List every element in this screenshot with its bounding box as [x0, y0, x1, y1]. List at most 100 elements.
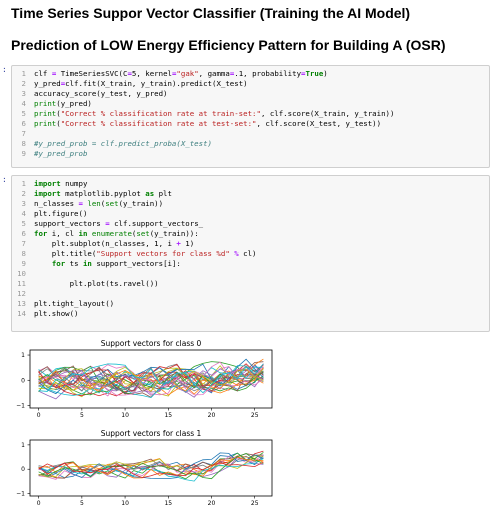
code-line[interactable]: 1 import numpy [12, 179, 88, 189]
code-text[interactable]: print("Correct % classification rate at … [34, 119, 382, 128]
series-line [38, 365, 264, 392]
line-number: 7 [21, 129, 26, 138]
code-line[interactable]: 8 plt.title("Support vectors for class %… [12, 249, 257, 259]
x-tick-label: 20 [208, 412, 216, 419]
line-number: 7 [21, 239, 26, 248]
x-tick-label: 10 [121, 500, 129, 507]
x-tick-label: 15 [164, 412, 172, 419]
series-line [38, 365, 264, 395]
code-text[interactable]: plt.subplot(n_classes, 1, i + 1) [34, 239, 195, 248]
code-line[interactable]: 4 print(y_pred) [12, 99, 92, 109]
series-line [38, 358, 264, 396]
code-text[interactable]: plt.tight_layout() [34, 299, 115, 308]
line-number: 9 [21, 259, 26, 268]
cell-prompt: : [2, 65, 7, 74]
x-tick-label: 5 [80, 412, 84, 419]
code-cell-1[interactable]: : 1 clf = TimeSeriesSVC(C=5, kernel="gak"… [0, 65, 492, 168]
code-line[interactable]: 3 accuracy_score(y_test, y_pred) [12, 89, 168, 99]
x-tick-label: 15 [164, 500, 172, 507]
plot-output: Support vectors for class 00 5 10 15 20 25−10… [16, 339, 273, 507]
code-text[interactable]: import matplotlib.pyplot as plt [34, 189, 172, 198]
code-line[interactable]: 6 print("Correct % classification rate at… [12, 119, 382, 129]
code-text[interactable]: import numpy [34, 179, 88, 188]
code-text[interactable]: clf = TimeSeriesSVC(C=5, kernel="gak", g… [34, 69, 328, 78]
cell-prompt: : [2, 175, 7, 184]
line-number: 6 [21, 119, 26, 128]
code-text[interactable]: for ts in support_vectors[i]: [51, 259, 181, 268]
notebook-title: Time Series Suppor Vector Classifier (Tr… [11, 5, 411, 21]
code-editor[interactable]: 1 import numpy 2 import matplotlib.pyplot a… [11, 175, 490, 332]
line-number: 14 [17, 309, 26, 318]
code-line[interactable]: 14 plt.show() [12, 309, 79, 319]
x-tick-label: 10 [121, 412, 129, 419]
series-line [38, 366, 264, 392]
code-line[interactable]: 2 y_pred=clf.fit(X_train, y_train).predic… [12, 79, 248, 89]
code-line[interactable]: 2 import matplotlib.pyplot as plt [12, 189, 172, 199]
code-text[interactable]: #y_pred_prob = clf.predict_proba(X_test) [34, 139, 212, 148]
series-line [38, 456, 264, 479]
code-line[interactable]: 7 [12, 129, 34, 139]
code-editor[interactable]: 1 clf = TimeSeriesSVC(C=5, kernel="gak", … [11, 65, 490, 168]
line-number: 3 [21, 199, 26, 208]
code-line[interactable]: 9 #y_pred_prob [12, 149, 88, 159]
line-number: 12 [17, 289, 26, 298]
code-line[interactable]: 6 for i, cl in enumerate(set(y_train)): [12, 229, 199, 239]
x-tick-label: 0 [37, 412, 41, 419]
x-tick-label: 25 [251, 500, 259, 507]
series-line [38, 461, 264, 479]
line-number: 6 [21, 229, 26, 238]
line-number: 5 [21, 109, 26, 118]
code-line[interactable]: 5 support_vectors = clf.support_vectors_ [12, 219, 204, 229]
code-text[interactable]: plt.figure() [34, 209, 88, 218]
code-line[interactable]: 10 [12, 269, 34, 279]
code-text[interactable]: n_classes = len(set(y_train)) [34, 199, 164, 208]
line-number: 1 [21, 69, 26, 78]
series-line [38, 452, 264, 480]
line-number: 2 [21, 189, 26, 198]
series-line [38, 363, 264, 394]
code-line[interactable]: 3 n_classes = len(set(y_train)) [12, 199, 164, 209]
x-tick-label: 0 [37, 500, 41, 507]
code-line[interactable]: 13 plt.tight_layout() [12, 299, 114, 309]
line-number: 11 [17, 279, 26, 288]
code-text[interactable]: plt.show() [34, 309, 79, 318]
y-tick-label: 0 [21, 466, 25, 473]
code-text[interactable]: print(y_pred) [34, 99, 92, 108]
y-tick-label: 1 [21, 442, 25, 449]
line-number: 2 [21, 79, 26, 88]
code-line[interactable]: 8 #y_pred_prob = clf.predict_proba(X_test… [12, 139, 212, 149]
x-tick-label: 20 [208, 500, 216, 507]
y-tick-label: −1 [16, 491, 25, 498]
code-text[interactable]: plt.title("Support vectors for class %d"… [34, 249, 257, 258]
series-line [38, 452, 264, 480]
code-line[interactable]: 1 clf = TimeSeriesSVC(C=5, kernel="gak", … [12, 69, 328, 79]
x-tick-label: 5 [80, 500, 84, 507]
axes-frame [29, 439, 273, 497]
series-line [38, 365, 264, 393]
chart-title: Support vectors for class 1 [101, 429, 202, 438]
code-text[interactable]: print("Correct % classification rate at … [34, 109, 395, 118]
code-cell-2[interactable]: : 1 import numpy 2 import matplotlib.pyplot… [0, 175, 492, 332]
code-text[interactable]: for i, cl in enumerate(set(y_train)): [34, 229, 199, 238]
line-number: 10 [17, 269, 26, 278]
code-text[interactable]: plt.plot(ts.ravel()) [34, 279, 159, 288]
code-line[interactable]: 7 plt.subplot(n_classes, 1, i + 1) [12, 239, 195, 249]
axes-frame [29, 349, 273, 409]
line-number: 5 [21, 219, 26, 228]
code-line[interactable]: 11 plt.plot(ts.ravel()) [12, 279, 159, 289]
code-text[interactable]: y_pred=clf.fit(X_train, y_train).predict… [34, 79, 248, 88]
line-number: 4 [21, 209, 26, 218]
line-number: 9 [21, 149, 26, 158]
code-line[interactable]: 12 [12, 289, 34, 299]
line-number: 3 [21, 89, 26, 98]
line-number: 13 [17, 299, 26, 308]
code-text[interactable]: accuracy_score(y_test, y_pred) [34, 89, 168, 98]
y-tick-label: −1 [16, 402, 25, 409]
code-line[interactable]: 9 for ts in support_vectors[i]: [12, 259, 181, 269]
code-line[interactable]: 5 print("Correct % classification rate at… [12, 109, 395, 119]
chart-title: Support vectors for class 0 [101, 339, 202, 348]
y-tick-label: 0 [21, 377, 25, 384]
code-text[interactable]: #y_pred_prob [34, 149, 88, 158]
code-line[interactable]: 4 plt.figure() [12, 209, 88, 219]
code-text[interactable]: support_vectors = clf.support_vectors_ [34, 219, 204, 228]
